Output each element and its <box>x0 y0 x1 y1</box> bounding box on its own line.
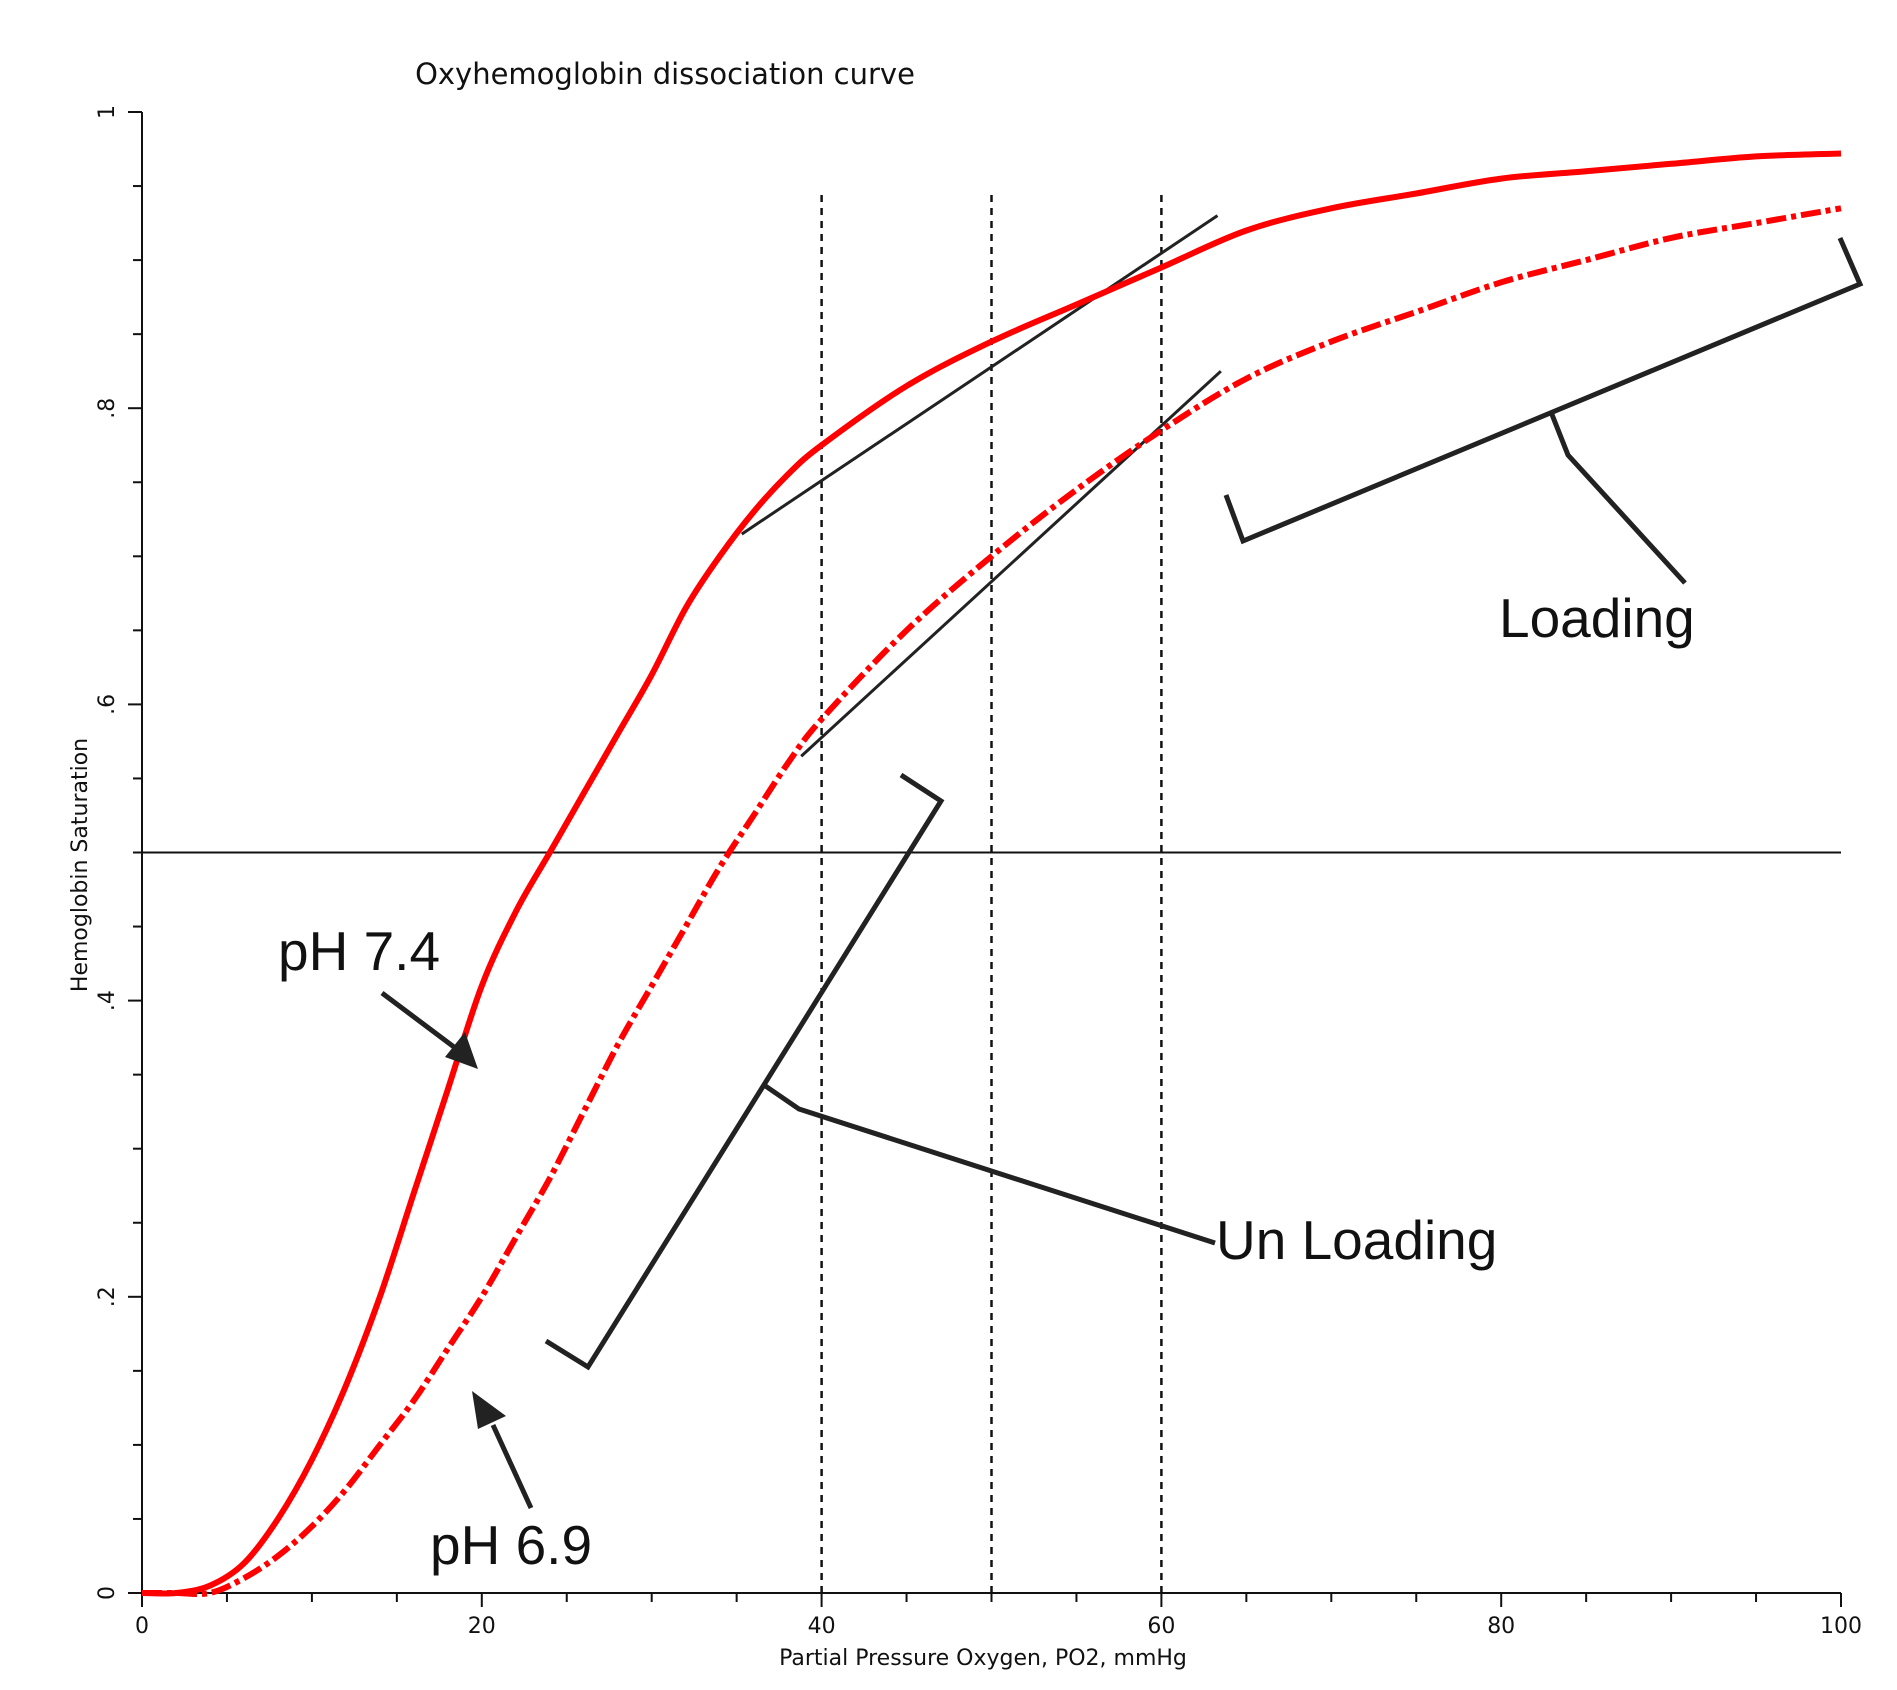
unloading-label: Un Loading <box>1216 1209 1497 1271</box>
ph69-arrow <box>472 1391 534 1510</box>
loading-bracket-shape <box>1223 237 1864 545</box>
unloading-bracket-shape <box>544 772 945 1371</box>
chart-title: Oxyhemoglobin dissociation curve <box>415 57 915 91</box>
x-tick-label: 40 <box>808 1614 836 1639</box>
tangent-lines <box>740 214 1222 758</box>
loading-label: Loading <box>1499 587 1695 649</box>
ph69-label: pH 6.9 <box>430 1514 592 1576</box>
loading-bracket-leader <box>1548 411 1687 585</box>
x-tick-label: 20 <box>468 1614 496 1639</box>
y-tick-label: .4 <box>95 990 120 1011</box>
loading-bracket <box>1223 237 1864 585</box>
y-tick-label: .8 <box>95 398 120 419</box>
tangent-line <box>740 214 1219 536</box>
axes: 0 20 40 60 80 100 0 .2 .4 .6 .8 1 <box>95 105 1862 1639</box>
ph74-arrow <box>380 991 478 1069</box>
series-layer <box>141 150 1842 1598</box>
unloading-bracket-leader <box>762 1082 1216 1246</box>
y-tick-label: .6 <box>95 694 120 715</box>
unloading-bracket <box>544 772 1216 1371</box>
y-tick-label: 0 <box>95 1586 120 1600</box>
x-tick-label: 80 <box>1487 1614 1515 1639</box>
x-tick-label: 0 <box>135 1614 149 1639</box>
y-axis-label: Hemoglobin Saturation <box>68 738 93 992</box>
y-tick-label: .2 <box>95 1286 120 1307</box>
tangent-line <box>800 370 1222 758</box>
series-line-ph74 <box>141 150 1842 1597</box>
ph74-label: pH 7.4 <box>278 920 440 982</box>
y-tick-label: 1 <box>95 105 120 119</box>
x-tick-label: 100 <box>1820 1614 1862 1639</box>
reference-lines <box>142 195 1841 1593</box>
x-axis-label: Partial Pressure Oxygen, PO2, mmHg <box>779 1646 1187 1671</box>
x-tick-label: 60 <box>1147 1614 1175 1639</box>
